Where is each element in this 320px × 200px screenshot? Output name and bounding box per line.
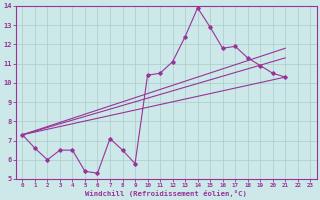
X-axis label: Windchill (Refroidissement éolien,°C): Windchill (Refroidissement éolien,°C) (85, 190, 247, 197)
